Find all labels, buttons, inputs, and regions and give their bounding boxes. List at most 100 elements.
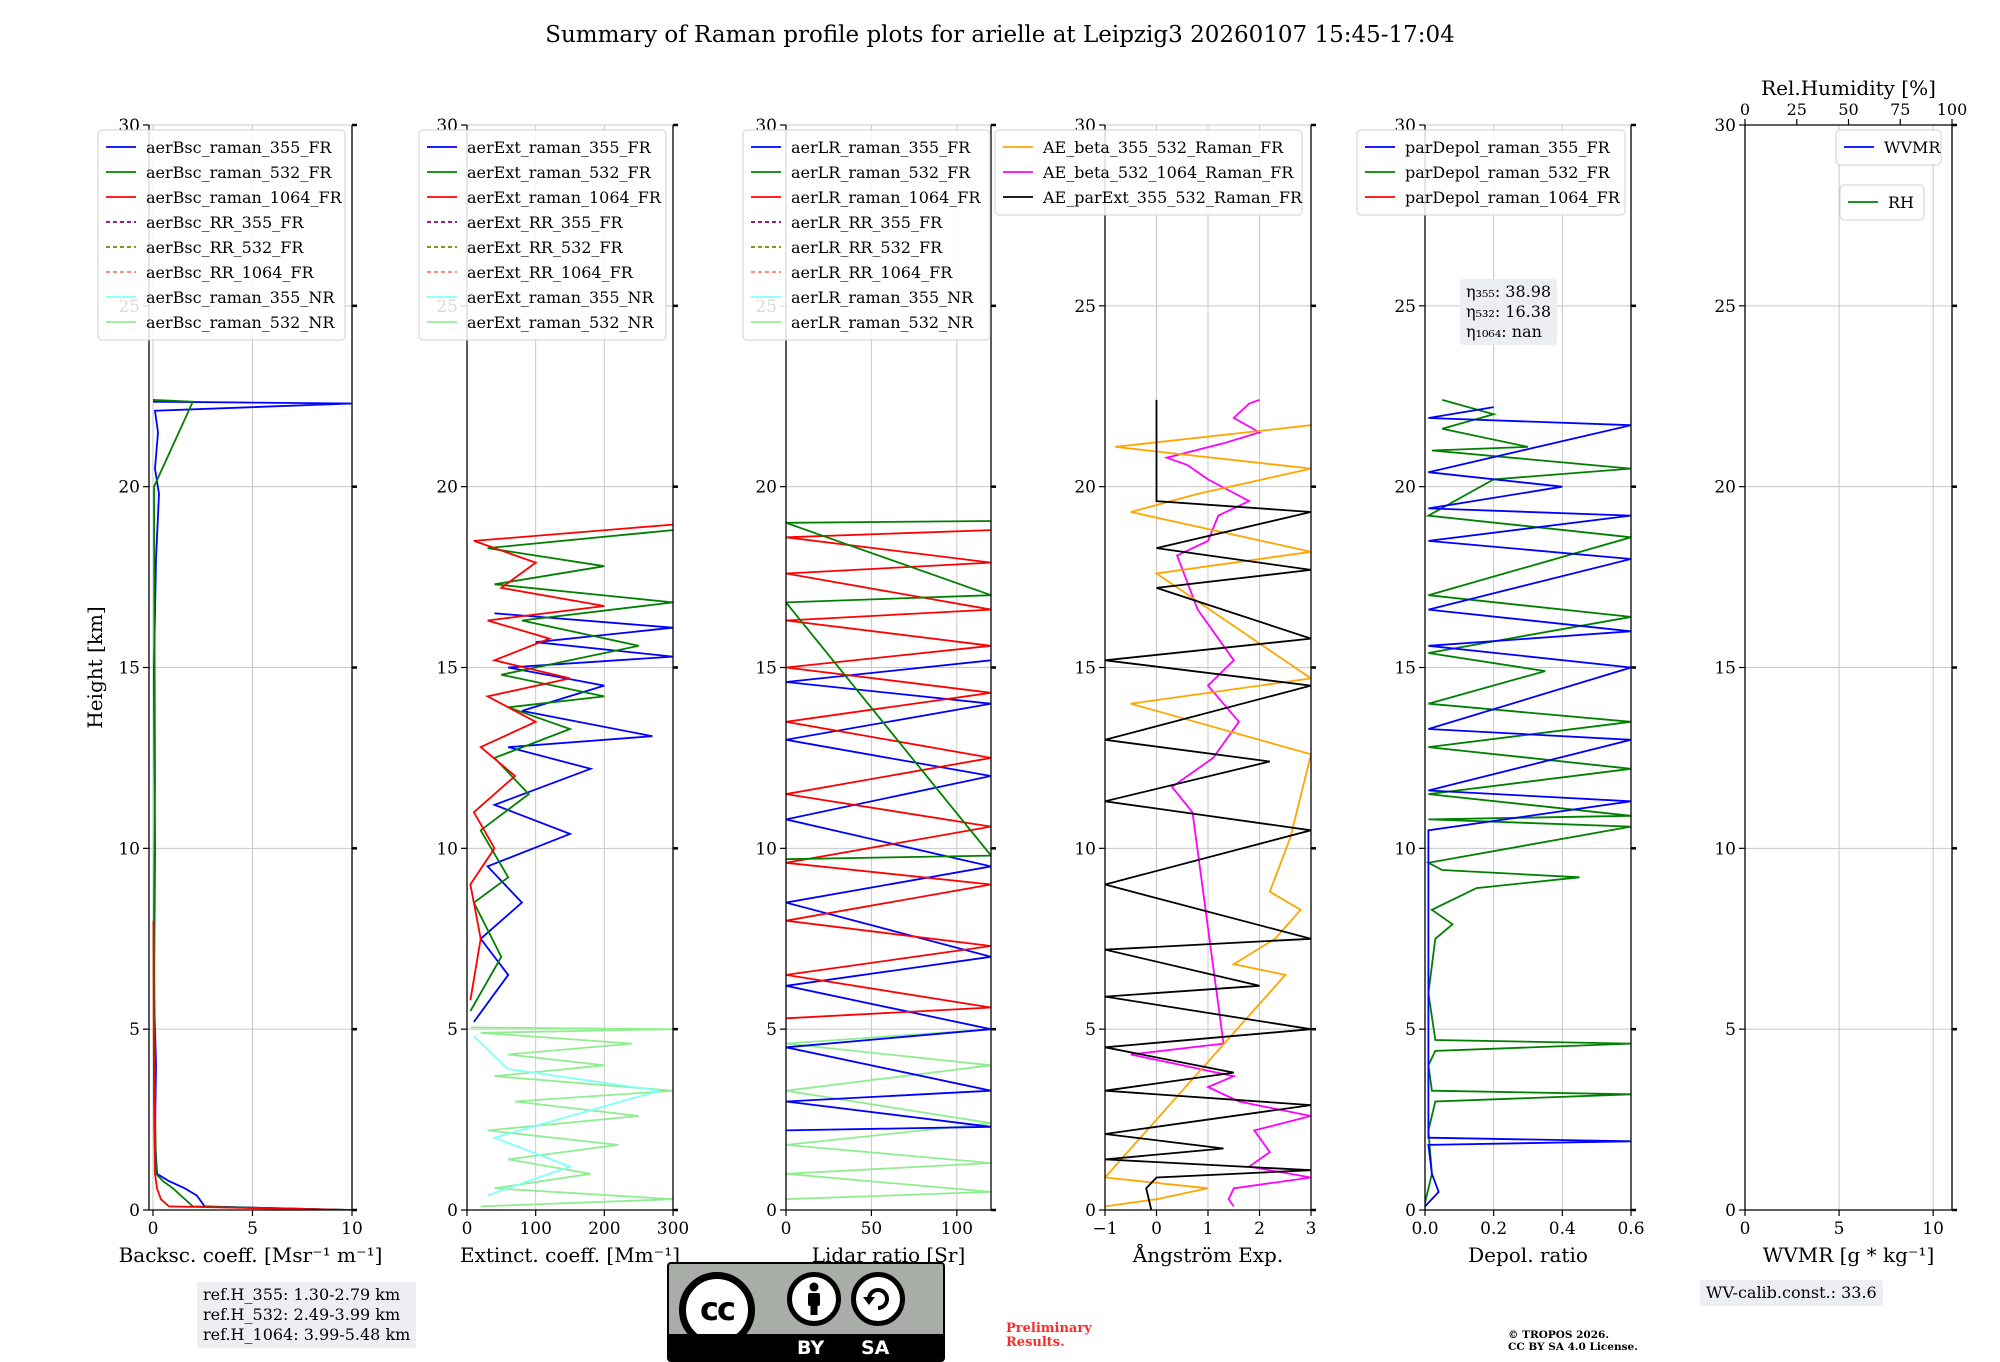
- x-tick-label: 10: [341, 1219, 363, 1239]
- x-tick-label: 2: [1254, 1219, 1265, 1239]
- series-line-aerExt_raman_355_FR: [473, 612, 673, 1023]
- cc-by-label: BY: [797, 1337, 825, 1359]
- legend-label: AE_beta_355_532_Raman_FR: [1042, 138, 1284, 157]
- legend-label: aerLR_RR_1064_FR: [791, 263, 953, 282]
- series-line-aerLR_raman_355_FR: [786, 659, 991, 1132]
- y-tick-label: 0: [1405, 1201, 1416, 1221]
- eta-1064-label: η₁₀₆₄: nan: [1466, 322, 1542, 341]
- series-line-parDepol_raman_532_FR: [1425, 399, 1631, 1204]
- y-tick-label: 20: [1714, 478, 1736, 498]
- x-tick-label: 300: [657, 1219, 689, 1239]
- y-tick-label: 10: [118, 839, 140, 859]
- legend-label: aerBsc_raman_532_NR: [146, 313, 335, 332]
- top-x-tick-label: 50: [1838, 100, 1858, 119]
- y-tick-label: 5: [1085, 1020, 1096, 1040]
- series-line-parDepol_raman_355_FR: [1425, 406, 1631, 1208]
- legend-label: AE_beta_532_1064_Raman_FR: [1042, 163, 1294, 182]
- x-axis-label: WVMR [g * kg⁻¹]: [1763, 1243, 1935, 1267]
- legend-label: aerExt_raman_355_NR: [467, 288, 655, 307]
- legend-label: aerBsc_raman_1064_FR: [146, 188, 343, 207]
- y-tick-label: 5: [1725, 1020, 1736, 1040]
- legend-box: [418, 129, 667, 341]
- y-tick-label: 0: [1725, 1201, 1736, 1221]
- copyright-line-2: CC BY SA 4.0 License.: [1508, 1341, 1638, 1353]
- cc-by-sa-license-badge: cc BY SA: [667, 1262, 945, 1362]
- legend-label: aerExt_raman_532_FR: [467, 163, 652, 182]
- legend-label: aerLR_raman_532_FR: [791, 163, 971, 182]
- legend-label: parDepol_raman_532_FR: [1405, 163, 1611, 182]
- y-tick-label: 0: [447, 1201, 458, 1221]
- legend-rh-box: [1839, 184, 1925, 221]
- series-line-aerBsc_raman_1064_FR: [152, 920, 352, 1210]
- eta-annotation-box: η₃₅₅: 38.98 η₅₃₂: 16.38 η₁₀₆₄: nan: [1460, 279, 1558, 345]
- cc-label-band: [669, 1334, 943, 1360]
- y-tick-label: 15: [1394, 659, 1416, 679]
- top-x-tick-label: 25: [1787, 100, 1807, 119]
- legend-label: aerExt_RR_1064_FR: [467, 263, 634, 282]
- series-line-aerExt_raman_532_FR: [469, 529, 673, 1012]
- y-tick-label: 10: [1074, 839, 1096, 859]
- reference-height-box: ref.H_355: 1.30-2.79 km ref.H_532: 2.49-…: [197, 1282, 417, 1348]
- y-tick-label: 10: [436, 839, 458, 859]
- legend-box: [1356, 129, 1626, 216]
- legend-label: aerExt_raman_532_NR: [467, 313, 655, 332]
- y-tick-label: 5: [129, 1020, 140, 1040]
- preliminary-line-2: Results.: [1006, 1335, 1065, 1350]
- series-line-AE_beta_355_532_Raman_FR: [1105, 424, 1311, 1208]
- x-tick-label: 3: [1306, 1219, 1317, 1239]
- top-x-tick-label: 0: [1740, 100, 1750, 119]
- y-tick-label: 20: [1394, 478, 1416, 498]
- series-line-aerLR_raman_1064_FR: [786, 529, 991, 1020]
- y-tick-label: 20: [755, 478, 777, 498]
- legend-label: RH: [1888, 193, 1914, 212]
- y-tick-label: 20: [436, 478, 458, 498]
- y-tick-label: 0: [129, 1201, 140, 1221]
- legend-label: aerBsc_RR_1064_FR: [146, 263, 315, 282]
- y-tick-label: 15: [1714, 659, 1736, 679]
- legend-label: aerLR_RR_355_FR: [791, 213, 943, 232]
- legend-label: aerExt_RR_532_FR: [467, 238, 624, 257]
- x-tick-label: 0: [1740, 1219, 1751, 1239]
- share-alike-icon: [851, 1272, 905, 1326]
- y-tick-label: 0: [1085, 1201, 1096, 1221]
- legend-label: aerExt_raman_1064_FR: [467, 188, 662, 207]
- legend-box: [1835, 129, 1942, 166]
- legend-label: aerLR_raman_355_NR: [791, 288, 974, 307]
- figure-title: Summary of Raman profile plots for ariel…: [545, 22, 1455, 48]
- panel-lr: 051015202530050100Lidar ratio [Sr]aerLR_…: [742, 116, 996, 1267]
- legend-label: aerLR_raman_355_FR: [791, 138, 971, 157]
- x-tick-label: 5: [247, 1219, 258, 1239]
- preliminary-line-1: Preliminary: [1006, 1321, 1092, 1336]
- x-tick-label: −1: [1092, 1219, 1117, 1239]
- x-tick-label: 0.2: [1480, 1219, 1507, 1239]
- series-line-aerBsc_raman_532_FR: [152, 399, 352, 1210]
- wv-calibration-box: WV-calib.const.: 33.6: [1700, 1280, 1883, 1306]
- series-line-aerExt_raman_355_NR: [473, 1035, 660, 1197]
- legend-label: parDepol_raman_1064_FR: [1405, 188, 1621, 207]
- legend-box: [742, 129, 991, 341]
- cc-sa-label: SA: [861, 1337, 890, 1359]
- x-tick-label: 10: [1922, 1219, 1944, 1239]
- y-tick-label: 25: [1714, 297, 1736, 317]
- ref-height-355: ref.H_355: 1.30-2.79 km: [203, 1285, 401, 1304]
- series-line-aerLR_raman_532_NR: [786, 1028, 991, 1201]
- x-tick-label: 200: [588, 1219, 620, 1239]
- panel-ext: 0510152025300100200300Extinct. coeff. [M…: [418, 116, 689, 1267]
- y-tick-label: 30: [1714, 116, 1736, 136]
- x-tick-label: 0.4: [1549, 1219, 1576, 1239]
- legend-label: aerBsc_raman_355_NR: [146, 288, 335, 307]
- legend-label: aerBsc_RR_355_FR: [146, 213, 304, 232]
- legend-label: aerLR_RR_532_FR: [791, 238, 943, 257]
- legend-label: aerBsc_raman_532_FR: [146, 163, 332, 182]
- x-axis-label: Depol. ratio: [1468, 1243, 1588, 1267]
- attribution-person-icon: [787, 1272, 841, 1326]
- legend-box: [994, 129, 1303, 216]
- y-tick-label: 25: [1394, 297, 1416, 317]
- eta-355-label: η₃₅₅: 38.98: [1466, 282, 1552, 301]
- ref-height-532: ref.H_532: 2.49-3.99 km: [203, 1305, 401, 1324]
- legend-label: AE_parExt_355_532_Raman_FR: [1042, 188, 1303, 207]
- eta-532-label: η₅₃₂: 16.38: [1466, 302, 1552, 321]
- x-tick-label: 0: [148, 1219, 159, 1239]
